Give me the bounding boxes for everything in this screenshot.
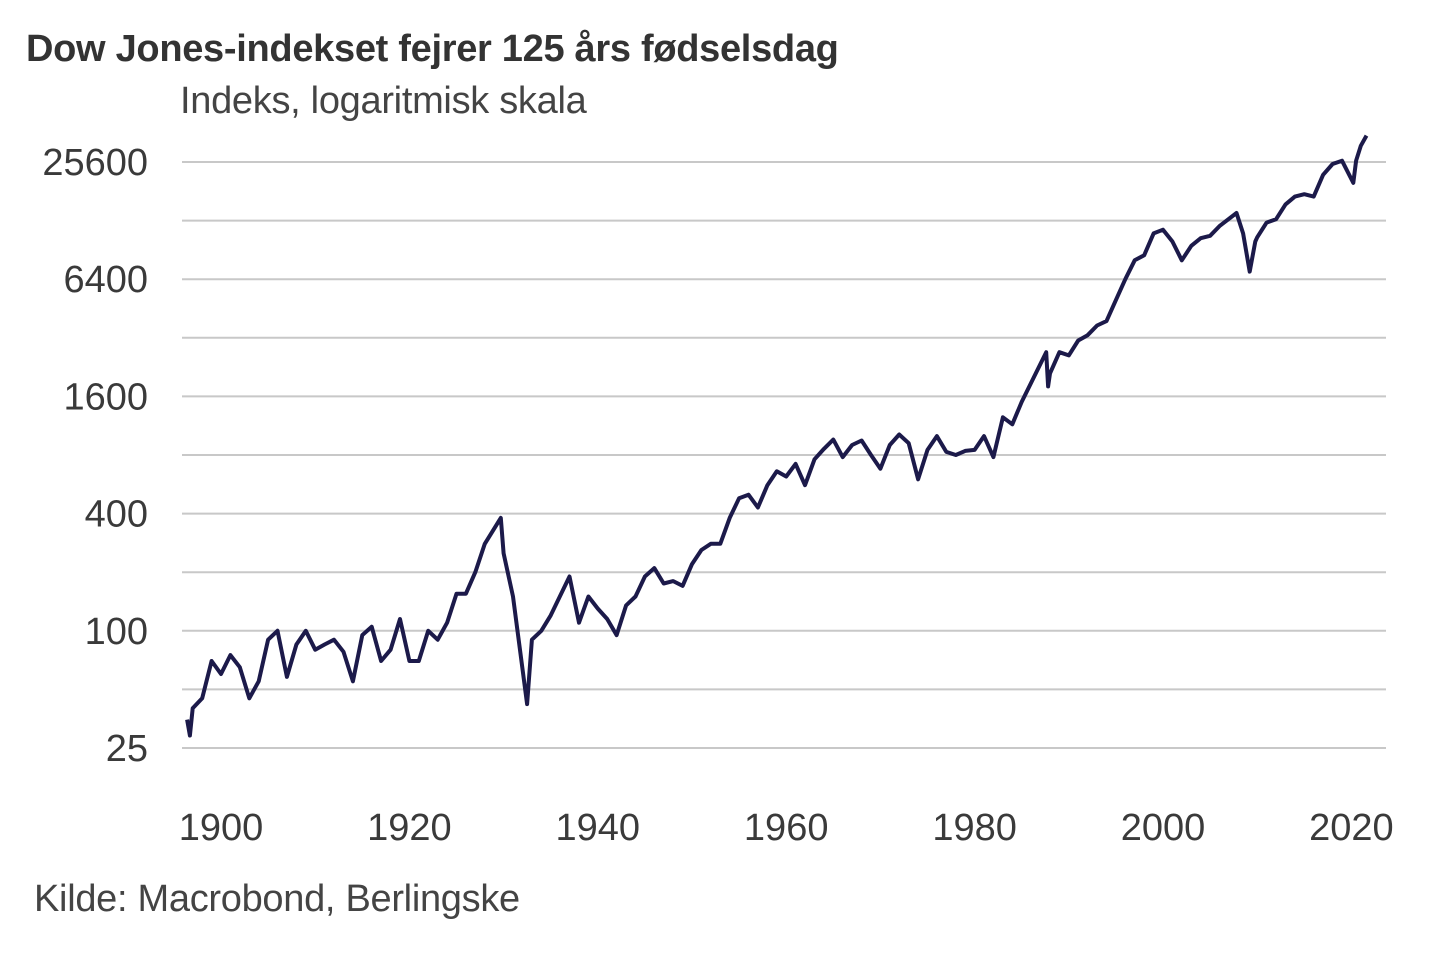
source-note: Kilde: Macrobond, Berlingske xyxy=(34,878,520,920)
x-tick-label: 1940 xyxy=(556,807,641,849)
chart-subtitle: Indeks, logaritmisk skala xyxy=(180,80,587,122)
x-tick-label: 1900 xyxy=(179,807,264,849)
chart-title: Dow Jones-indekset fejrer 125 års fødsel… xyxy=(26,28,839,70)
x-tick-label: 1980 xyxy=(932,807,1017,849)
dow-jones-series-line xyxy=(185,134,1369,738)
x-tick-label: 1920 xyxy=(367,807,452,849)
y-tick-label: 400 xyxy=(85,494,148,536)
y-tick-label: 100 xyxy=(85,611,148,653)
x-tick-label: 2020 xyxy=(1309,807,1394,849)
y-tick-label: 25600 xyxy=(42,142,148,184)
y-tick-label: 6400 xyxy=(63,259,148,301)
y-tick-label: 25 xyxy=(106,728,148,770)
y-tick-label: 1600 xyxy=(63,376,148,418)
x-tick-label: 1960 xyxy=(744,807,829,849)
x-tick-label: 2000 xyxy=(1121,807,1206,849)
